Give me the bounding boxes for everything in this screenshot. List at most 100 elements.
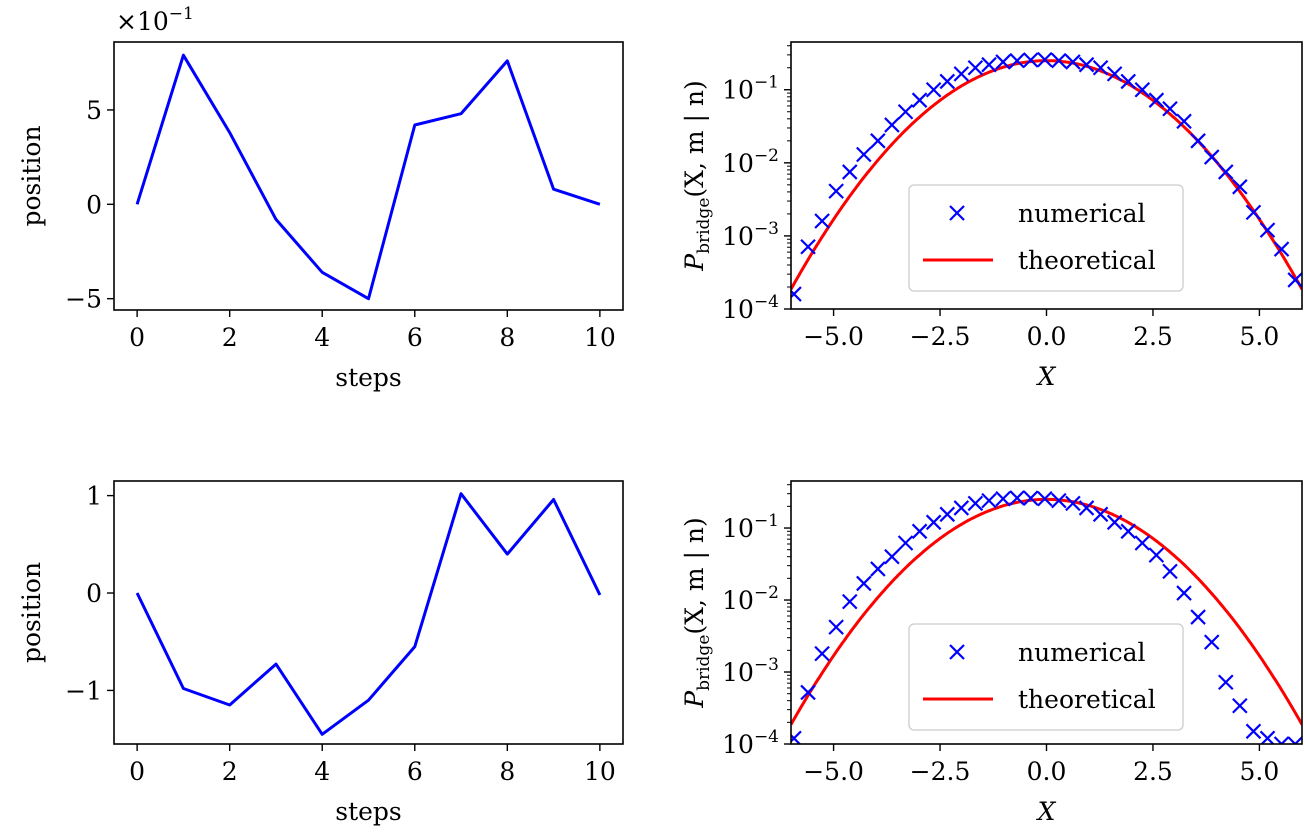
numerical-point <box>995 54 1011 70</box>
marker-stroke <box>1009 52 1025 69</box>
marker-stroke <box>1287 272 1302 288</box>
offset-text: ×10−1 <box>116 4 194 36</box>
x-tick-label: 6 <box>407 757 423 786</box>
marker-stroke <box>856 575 872 592</box>
numerical-point <box>1190 609 1206 625</box>
legend-label-numerical: numerical <box>1018 199 1146 228</box>
legend-box <box>908 184 1184 292</box>
numerical-point <box>1134 81 1151 98</box>
marker-stroke <box>967 495 984 512</box>
numerical-point <box>1217 674 1234 691</box>
x-tick-label: 4 <box>314 757 330 786</box>
marker-stroke <box>791 730 802 743</box>
y-tick-label: 10−3 <box>722 655 779 687</box>
numerical-point <box>1217 164 1234 180</box>
marker-stroke <box>1245 204 1262 221</box>
y-tick-exponent: −1 <box>754 73 779 93</box>
marker-stroke <box>1148 92 1165 108</box>
numerical-point <box>953 500 970 516</box>
marker-stroke <box>1203 149 1220 165</box>
numerical-point <box>841 593 858 610</box>
y-axis-label-sub: bridge <box>694 198 714 254</box>
x-axis-label: X <box>1036 362 1057 391</box>
marker-stroke <box>856 146 872 163</box>
numerical-point <box>856 146 872 163</box>
y-tick-label: 10−2 <box>722 146 779 178</box>
marker-stroke <box>911 92 928 108</box>
y-tick-base: 10 <box>722 514 754 543</box>
marker-stroke <box>995 490 1011 507</box>
y-tick-base: 10 <box>722 658 754 687</box>
marker-stroke <box>1259 222 1276 238</box>
numerical-point <box>1176 113 1192 130</box>
numerical-point <box>953 66 970 82</box>
numerical-point <box>870 133 886 149</box>
numerical-point <box>1051 52 1067 69</box>
numerical-point <box>1106 66 1123 82</box>
y-tick-exponent: −2 <box>754 583 779 603</box>
marker-stroke <box>1162 100 1178 117</box>
y-axis-label: position <box>17 562 46 663</box>
numerical-point <box>800 684 816 701</box>
x-axis-label: X <box>1036 797 1057 826</box>
marker-stroke <box>897 103 914 120</box>
numerical-point <box>1120 523 1137 540</box>
panel-bottom-left: 0 2 4 6 8 10 −1 0 1 steps position <box>17 480 624 826</box>
x-tick-label: 10 <box>584 323 616 352</box>
y-tick-base: 10 <box>722 76 754 105</box>
numerical-point <box>1273 736 1290 744</box>
y-tick-label: 10−4 <box>722 727 779 759</box>
numerical-point <box>814 213 830 229</box>
numerical-point <box>791 286 802 302</box>
numerical-point <box>1232 697 1248 714</box>
numerical-point <box>1092 59 1109 76</box>
numerical-point <box>828 619 844 635</box>
marker-stroke <box>1037 51 1053 68</box>
y-axis-label: Pbridge(X, m | n) <box>680 517 714 708</box>
y-tick-label: 10−1 <box>722 511 779 543</box>
panel-top-left: 0 2 4 6 8 10 −5 0 5 steps position ×10−1 <box>17 4 624 392</box>
marker-stroke <box>828 183 844 199</box>
legend-marker-numerical <box>949 205 965 221</box>
y-axis-label-args: (X, m | n) <box>680 517 710 634</box>
marker-stroke <box>1120 73 1137 90</box>
marker-stroke <box>1260 730 1276 744</box>
y-tick-label: 5 <box>86 96 102 125</box>
numerical-point <box>1203 149 1220 165</box>
numerical-point <box>1148 547 1165 563</box>
y-tick-exponent: −2 <box>754 146 779 166</box>
numerical-point <box>1092 506 1109 523</box>
y-axis-label: position <box>17 125 46 226</box>
marker-stroke <box>884 117 900 133</box>
y-tick-base: 10 <box>722 295 754 324</box>
numerical-point <box>1120 73 1137 90</box>
numerical-point <box>856 575 872 592</box>
marker-stroke <box>897 535 914 551</box>
x-tick-label: 4 <box>314 323 330 352</box>
marker-stroke <box>841 164 858 180</box>
legend: numerical theoretical <box>908 184 1184 292</box>
x-tick-label: 2 <box>222 757 238 786</box>
marker-stroke <box>925 514 942 531</box>
numerical-point <box>1106 514 1123 531</box>
numerical-point <box>925 81 942 98</box>
x-axis-label: steps <box>335 363 402 392</box>
marker-stroke <box>953 66 970 82</box>
marker-stroke <box>953 500 970 516</box>
numerical-point <box>1190 133 1206 149</box>
marker-stroke <box>1022 52 1039 68</box>
marker-stroke <box>1051 52 1067 69</box>
numerical-point <box>1259 730 1276 744</box>
y-tick-base: 10 <box>722 222 754 251</box>
legend: numerical theoretical <box>908 623 1184 731</box>
legend-label-numerical: numerical <box>1018 638 1146 667</box>
numerical-point <box>1176 585 1192 601</box>
numerical-point <box>1078 56 1095 73</box>
numerical-point <box>791 730 802 744</box>
x-tick-label: 5.0 <box>1240 322 1280 351</box>
x-tick-label: 8 <box>499 757 515 786</box>
marker-stroke <box>1065 495 1081 512</box>
legend-marker-numerical <box>949 644 965 660</box>
marker-stroke <box>1176 585 1192 601</box>
y-axis-label-main: P <box>680 253 709 272</box>
